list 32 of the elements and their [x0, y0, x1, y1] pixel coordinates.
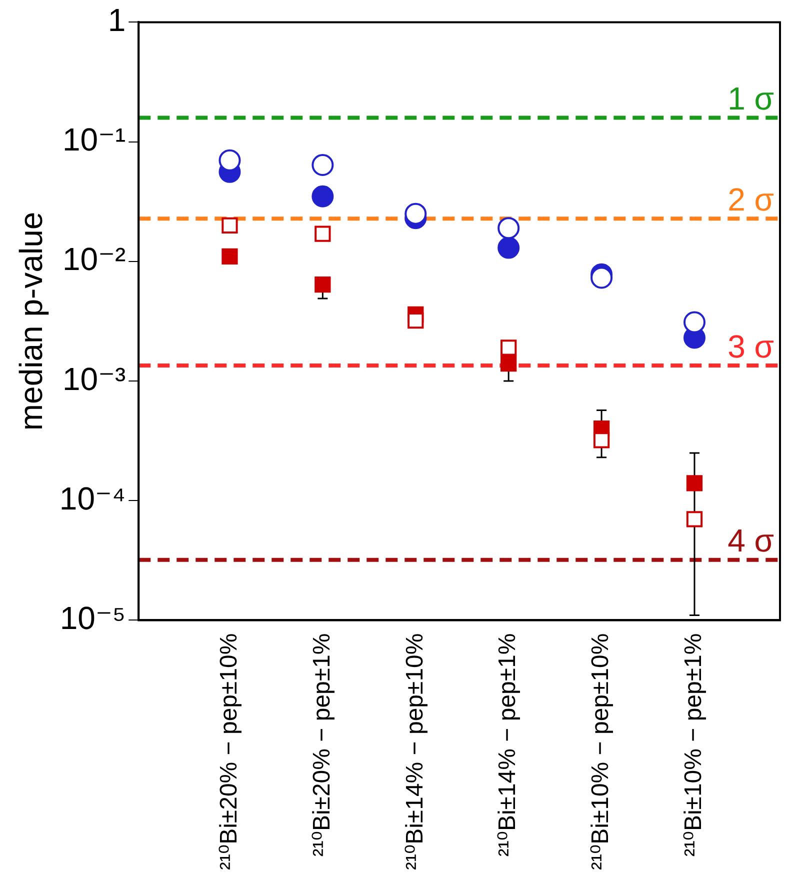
point: [222, 248, 238, 265]
point: [314, 226, 331, 242]
y-tick-label: 10⁻¹: [62, 122, 126, 158]
ref-line-label: 1 σ: [728, 80, 774, 117]
y-tick-label: 10⁻²: [62, 241, 126, 278]
point: [686, 511, 703, 528]
point: [590, 266, 613, 289]
point: [686, 475, 703, 492]
point: [500, 355, 517, 372]
point: [500, 340, 517, 356]
x-tick-label: ²¹⁰Bi±20% − pep±10%: [215, 633, 242, 870]
x-tick-label: ²¹⁰Bi±14% − pep±10%: [401, 633, 428, 870]
x-tick-label: ²¹⁰Bi±14% − pep±1%: [494, 633, 522, 857]
ref-line-label: 2 σ: [728, 181, 774, 218]
ref-line-label: 4 σ: [728, 522, 774, 559]
ref-line-label: 3 σ: [728, 328, 774, 364]
x-tick-label: ²¹⁰Bi±10% − pep±10%: [587, 633, 614, 870]
point: [218, 149, 241, 172]
x-tick-label: ²¹⁰Bi±20% − pep±1%: [308, 633, 336, 857]
y-tick-label: 1: [108, 2, 126, 38]
y-axis-title: median p-value: [13, 212, 50, 431]
point: [222, 217, 238, 234]
y-tick-label: 10⁻⁴: [59, 480, 126, 516]
point: [312, 185, 334, 208]
x-tick-label: ²¹⁰Bi±10% − pep±1%: [680, 633, 708, 857]
point: [314, 276, 331, 293]
point: [408, 312, 424, 329]
point: [404, 202, 427, 225]
y-tick-label: 10⁻³: [62, 360, 126, 397]
point: [593, 432, 610, 448]
y-tick-label: 10⁻⁵: [60, 600, 126, 636]
point: [498, 236, 520, 259]
